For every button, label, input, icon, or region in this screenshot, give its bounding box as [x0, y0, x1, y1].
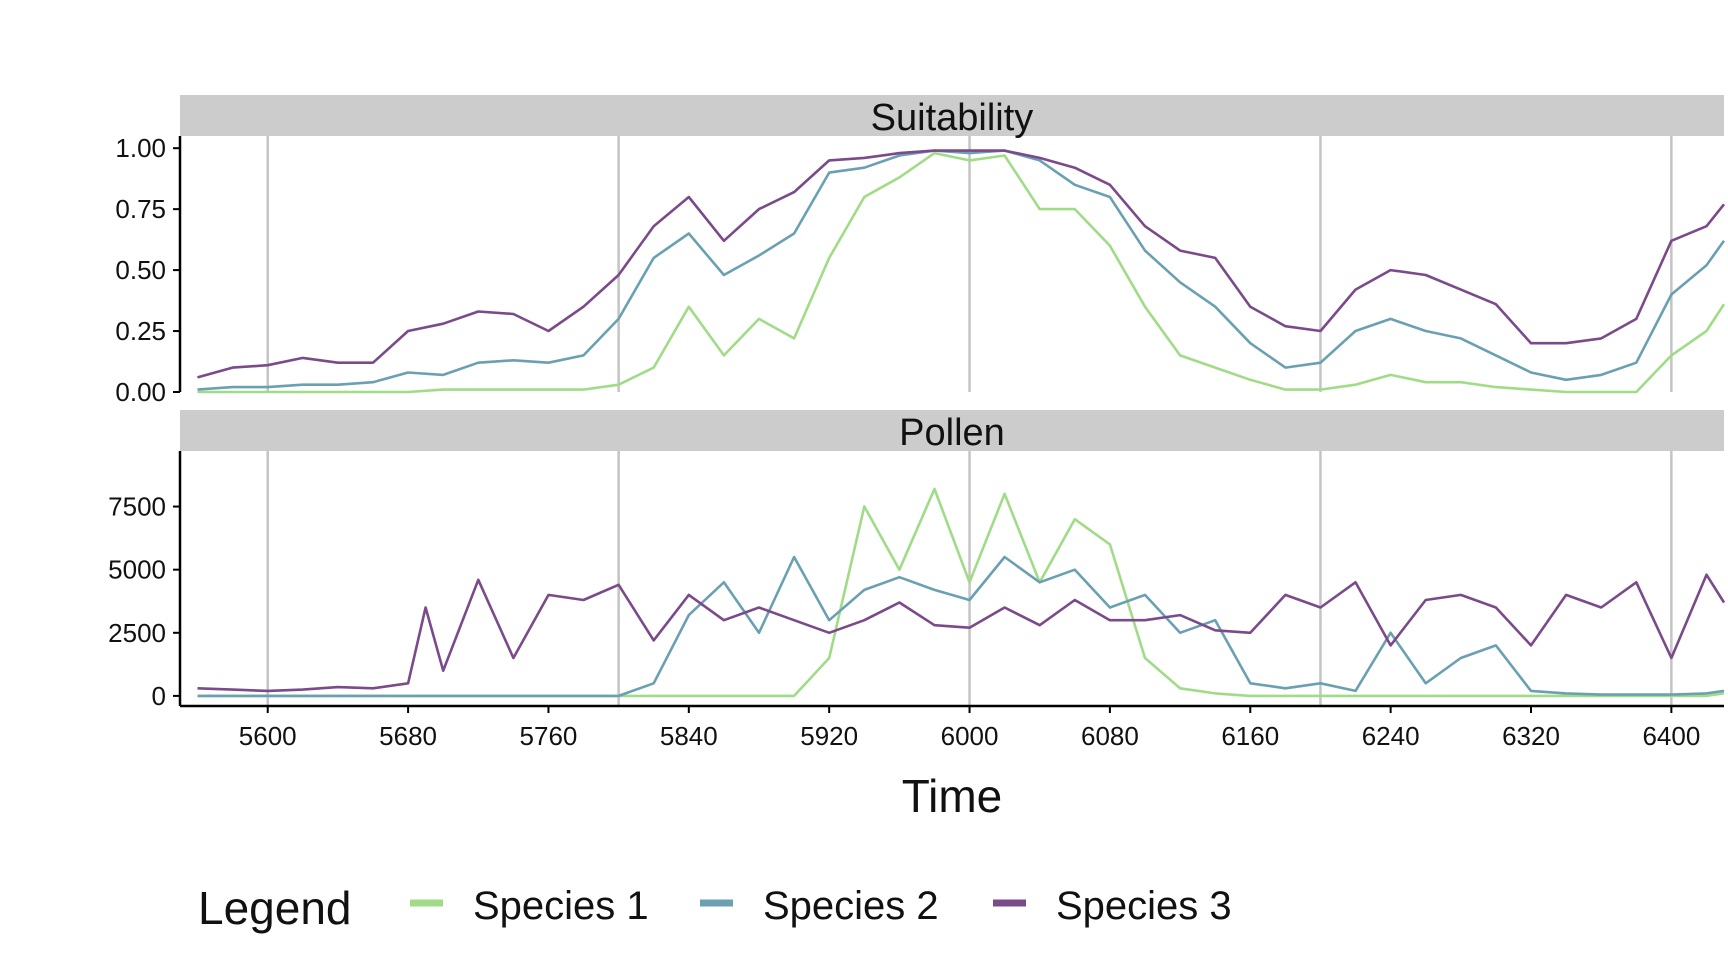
y-tick-label-suitability: 0.00 — [115, 377, 166, 407]
y-axis-suitability: 0.00 0.25 0.50 0.75 1.00 — [115, 133, 182, 407]
y-tick-label-suitability: 0.50 — [115, 255, 166, 285]
legend-label-species-2: Species 2 — [763, 884, 939, 928]
series-line-suitability-species-3 — [197, 149, 1726, 379]
y-tick-label-pollen: 7500 — [108, 492, 166, 522]
series-pollen — [197, 487, 1726, 698]
panel-title-suitability: Suitability — [871, 97, 1034, 139]
x-axis: 5600 5680 5760 5840 5920 6000 6080 6160 6240 6320… — [180, 704, 1724, 751]
legend-label-species-3: Species 3 — [1056, 884, 1232, 928]
series-line-suitability-species-2 — [197, 149, 1726, 391]
y-tick-label-suitability: 0.25 — [115, 316, 166, 346]
panel-pollen: Pollen 0 2500 5000 7500 — [108, 410, 1726, 711]
series-line-pollen-species-1 — [197, 487, 1725, 698]
panel-title-pollen: Pollen — [899, 412, 1005, 454]
y-tick-label-pollen: 0 — [152, 681, 166, 711]
series-line-pollen-species-3 — [197, 573, 1726, 693]
legend-label-species-1: Species 1 — [473, 884, 649, 928]
legend-title: Legend — [198, 882, 352, 934]
panel-strip-pollen — [180, 410, 1724, 451]
x-tick-label: 6080 — [1081, 721, 1139, 751]
x-tick-label: 6320 — [1502, 721, 1560, 751]
vlines-suitability — [266, 136, 1673, 392]
x-axis-title: Time — [902, 770, 1003, 822]
series-line-pollen-species-2 — [197, 555, 1725, 698]
panel-suitability: Suitability 0.00 0.25 0.50 0.75 1.00 — [115, 95, 1726, 407]
y-tick-label-pollen: 5000 — [108, 555, 166, 585]
series-line-suitability-species-1 — [197, 151, 1726, 394]
x-tick-label: 5760 — [520, 721, 578, 751]
x-tick-label: 5840 — [660, 721, 718, 751]
x-tick-label: 6160 — [1221, 721, 1279, 751]
y-tick-label-suitability: 1.00 — [115, 133, 166, 163]
x-tick-label: 5920 — [800, 721, 858, 751]
x-tick-label: 6240 — [1362, 721, 1420, 751]
x-tick-label: 5600 — [239, 721, 297, 751]
x-tick-label: 6000 — [941, 721, 999, 751]
vlines-pollen — [266, 451, 1673, 706]
series-suitability — [197, 149, 1726, 394]
legend: Legend Species 1 Species 2 Species 3 — [198, 882, 1232, 934]
y-axis-pollen: 0 2500 5000 7500 — [108, 451, 182, 711]
x-tick-label: 6400 — [1642, 721, 1700, 751]
y-tick-label-suitability: 0.75 — [115, 194, 166, 224]
x-tick-label: 5680 — [379, 721, 437, 751]
y-tick-label-pollen: 2500 — [108, 618, 166, 648]
panel-strip-suitability — [180, 95, 1724, 136]
